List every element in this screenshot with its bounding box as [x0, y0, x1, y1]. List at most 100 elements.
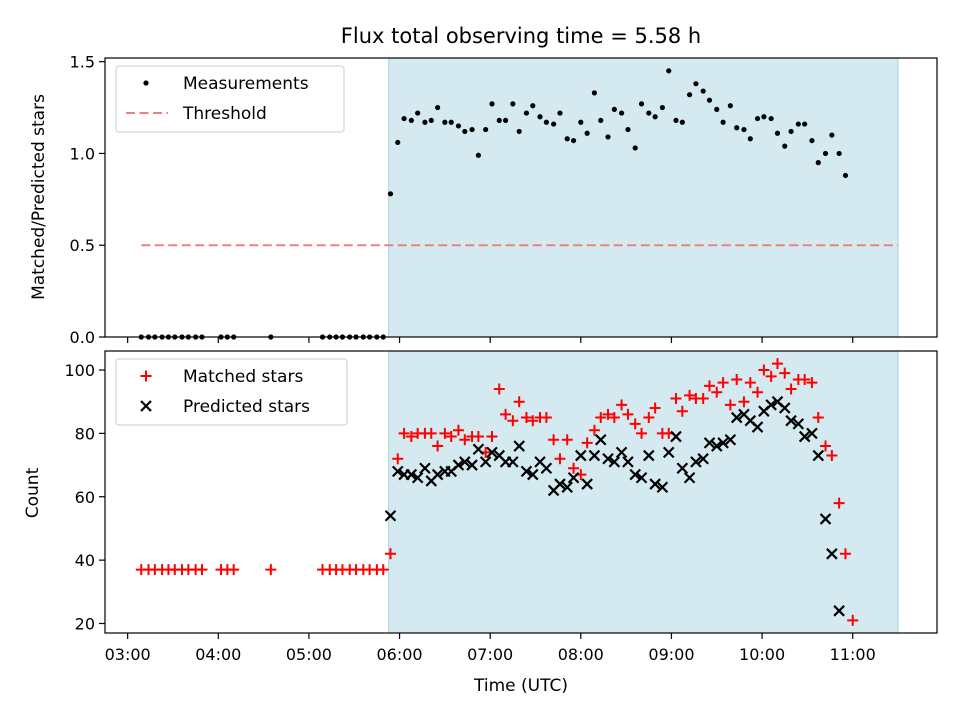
- matched-stars-point: [425, 427, 437, 439]
- matched-stars-point: [513, 396, 525, 408]
- measurement-point: [659, 104, 665, 111]
- legend-dot-swatch: [143, 80, 149, 86]
- predicted-stars-point: [826, 548, 838, 560]
- matched-stars-point: [432, 440, 444, 452]
- predicted-stars-point: [459, 456, 471, 468]
- predicted-stars-point: [554, 478, 566, 490]
- predicted-stars-point: [806, 427, 818, 440]
- measurement-point: [395, 139, 401, 146]
- matched-stars-point: [548, 434, 560, 446]
- legend: Matched stars Predicted stars: [115, 358, 348, 426]
- x-tick-label: 10:00: [739, 645, 785, 664]
- measurement-point: [462, 128, 468, 135]
- matched-stars-point: [398, 427, 410, 439]
- legend-box: [115, 358, 348, 426]
- matched-stars-point: [826, 450, 838, 462]
- matched-stars-point: [812, 412, 824, 424]
- measurement-point: [516, 128, 522, 135]
- matched-stars-point: [717, 377, 729, 389]
- measurement-point: [788, 128, 794, 135]
- matched-stars-point: [839, 548, 851, 560]
- predicted-stars-point: [472, 443, 485, 456]
- measurement-point: [822, 150, 829, 157]
- predicted-stars-point: [683, 471, 696, 484]
- measurement-point: [693, 81, 699, 87]
- predicted-stars-point: [513, 440, 525, 452]
- predicted-stars-point: [703, 437, 716, 449]
- measurement-point: [836, 150, 842, 157]
- legend-label: Measurements: [183, 74, 309, 94]
- predicted-stars-point: [622, 456, 634, 468]
- predicted-stars-point: [724, 433, 737, 446]
- matched-stars-point: [445, 431, 457, 443]
- matched-stars-point: [711, 386, 723, 398]
- measurement-point: [652, 114, 658, 120]
- matched-stars-point: [731, 374, 743, 386]
- matched-stars-point: [806, 377, 818, 389]
- measurement-point: [795, 121, 801, 127]
- predicted-stars-point: [629, 468, 641, 481]
- matched-stars-point: [540, 412, 552, 424]
- measurement-point: [551, 121, 557, 127]
- shaded-region: [388, 57, 899, 338]
- matched-stars-point: [820, 440, 832, 452]
- measurement-point: [768, 115, 774, 122]
- predicted-stars-point: [812, 449, 825, 462]
- matched-stars-point: [384, 548, 396, 560]
- axes-frame: [104, 57, 938, 338]
- measurement-point: [638, 101, 645, 107]
- measurement-point: [530, 103, 536, 109]
- measurement-point: [666, 68, 672, 74]
- predicted-stars-point: [602, 452, 614, 465]
- legend: Measurements Threshold: [115, 65, 345, 133]
- measurement-point: [401, 115, 407, 122]
- measurement-point: [815, 160, 821, 166]
- axes-frame: [104, 350, 938, 634]
- predicted-stars-point: [581, 478, 593, 490]
- count-panel: 20 40 60 80 100 03:00 04:00 05:00 06:00 07:00 08:0…: [64, 350, 938, 664]
- matched-stars-point: [228, 564, 240, 576]
- chart-title: Flux total observing time = 5.58 h: [341, 24, 701, 48]
- matched-stars-point: [752, 386, 764, 398]
- matched-stars-point: [520, 412, 532, 424]
- measurement-point: [455, 123, 462, 129]
- predicted-stars-point: [649, 478, 661, 490]
- legend-box: [115, 65, 345, 133]
- predicted-stars-point: [411, 471, 424, 484]
- measurement-point: [829, 132, 835, 138]
- predicted-stars-point: [431, 468, 444, 481]
- matched-stars-point: [649, 402, 661, 414]
- matched-stars-point: [676, 405, 688, 417]
- x-tick-label: 11:00: [830, 645, 876, 664]
- predicted-stars-point: [670, 430, 682, 443]
- y-tick-label: 20: [75, 614, 95, 633]
- matched-stars-point: [377, 564, 389, 576]
- x-axis-label: Time (UTC): [473, 676, 568, 696]
- measurement-point: [809, 137, 815, 144]
- matched-stars-point: [744, 377, 756, 389]
- bottom-y-axis-label: Count: [23, 467, 43, 518]
- predicted-stars-point: [697, 452, 709, 465]
- measurement-point: [543, 119, 549, 125]
- matched-stars-point: [636, 427, 648, 439]
- matched-stars-point: [799, 374, 811, 386]
- predicted-stars-point: [507, 456, 519, 468]
- measurement-point: [842, 172, 849, 179]
- measurement-point: [578, 119, 584, 125]
- measurement-point: [475, 152, 482, 158]
- matched-stars-point: [704, 380, 716, 392]
- x-tick-label: 05:00: [286, 645, 332, 664]
- measurement-point: [802, 121, 808, 127]
- matched-stars-point: [554, 453, 566, 465]
- predicted-stars-point: [520, 465, 533, 478]
- matched-stars-point: [779, 367, 791, 379]
- matched-stars-point: [588, 424, 600, 436]
- measurement-point: [632, 145, 638, 151]
- matched-stars-point: [602, 408, 614, 420]
- predicted-stars-point: [643, 449, 655, 462]
- measurement-point: [774, 130, 781, 136]
- measurement-point: [734, 125, 740, 131]
- measurement-point: [754, 115, 761, 122]
- predicted-stars-point: [384, 509, 397, 522]
- measurement-point: [611, 106, 617, 112]
